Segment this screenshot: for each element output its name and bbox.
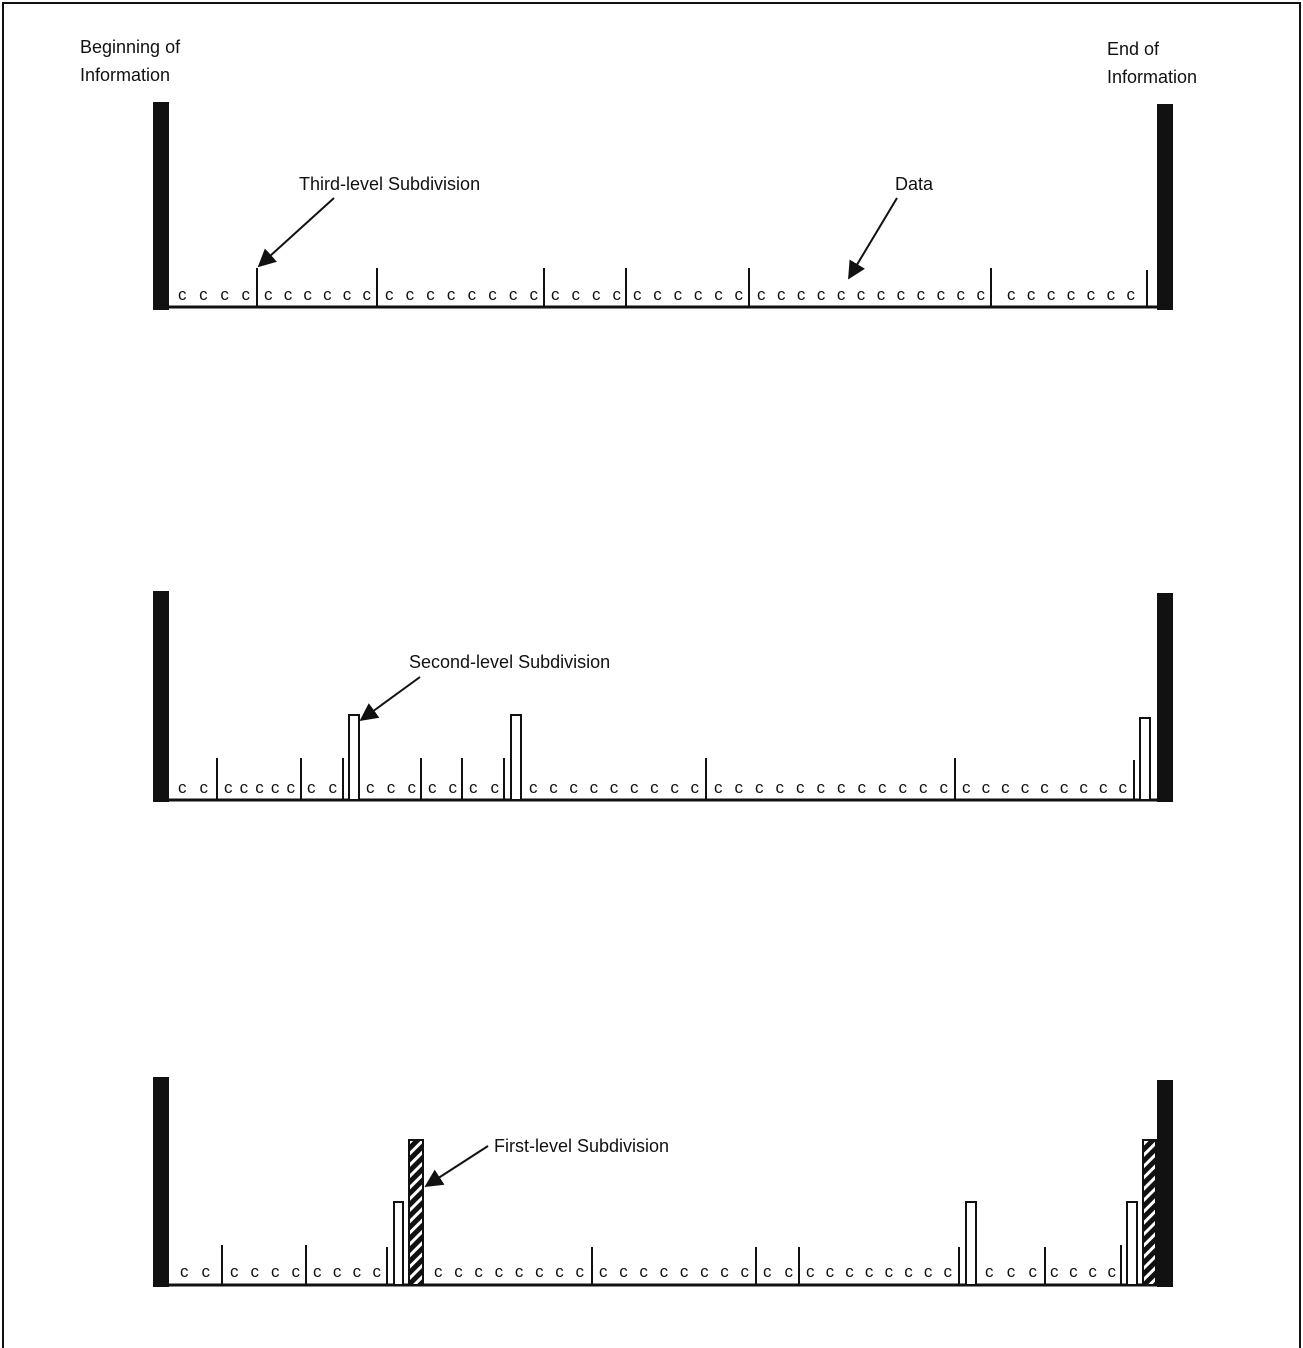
end-of-information-marker [1157,593,1173,802]
beginning-of-information-label-line1: Beginning of [80,37,181,57]
data-arrow [848,197,898,280]
first-level-arrow [424,1145,489,1187]
beginning-of-information-label-line2: Information [80,65,170,85]
first-level-subdivision-marker [1142,1139,1157,1286]
row-third-level: cccc cccccc cccccccc cccc cccccc ccccccc… [153,102,1173,310]
data-characters: cc [428,778,458,797]
data-characters: cc [307,778,338,797]
data-characters: cc [180,1262,211,1281]
third-level-arrow [257,197,335,268]
data-characters: ccc [366,778,417,797]
data-characters: cc [469,778,500,797]
data-characters: cccccccc [385,285,539,304]
second-level-subdivision-marker [348,714,360,801]
data-characters: cccccc [633,285,744,304]
data-characters: cccccccccccc [714,778,949,797]
data-characters: cccc [178,285,251,304]
data-characters: cccccccc [434,1262,585,1281]
data-characters: cccccccc [599,1262,750,1281]
data-characters: cccccc [264,285,372,304]
second-level-subdivision-marker [393,1201,404,1286]
second-level-subdivision-marker [1139,717,1151,801]
data-characters: cc [178,778,209,797]
beginning-of-information-marker [153,1077,169,1287]
data-characters: cc [763,1262,794,1281]
data-characters: cccccccccccc [757,285,986,304]
data-characters: cccc [551,285,622,304]
second-level-subdivision-marker [1126,1201,1138,1286]
second-level-subdivision-marker [510,714,522,801]
second-level-subdivision-marker [965,1201,977,1286]
end-of-information-label-line2: Information [1107,67,1197,87]
data-characters: cccc [230,1262,301,1281]
data-characters: ccccc [224,778,296,797]
beginning-of-information-marker [153,102,169,310]
end-of-information-label-line1: End of [1107,39,1160,59]
beginning-of-information-marker [153,591,169,802]
data-characters: ccccccc [1007,285,1136,304]
data-characters: cccc [313,1262,382,1281]
row-second-level: cc ccccc cc ccc cc cc ccccccccc cccccccc… [153,591,1173,802]
row-first-level: cc cccc cccc cccccccc cccccccc cc cccccc… [153,1077,1173,1287]
data-characters: ccccccccc [529,778,700,797]
second-level-subdivision-label: Second-level Subdivision [409,652,610,672]
first-level-subdivision-label: First-level Subdivision [494,1136,669,1156]
data-characters: cccccccc [806,1262,953,1281]
data-characters: cccc [1050,1262,1117,1281]
data-characters: ccccccccc [962,778,1128,797]
second-level-arrow [359,676,421,722]
end-of-information-marker [1157,104,1173,310]
end-of-information-marker [1157,1080,1173,1287]
first-level-subdivision-marker [408,1139,424,1286]
data-label: Data [895,174,934,194]
data-characters: ccc [985,1262,1038,1281]
third-level-subdivision-label: Third-level Subdivision [299,174,480,194]
